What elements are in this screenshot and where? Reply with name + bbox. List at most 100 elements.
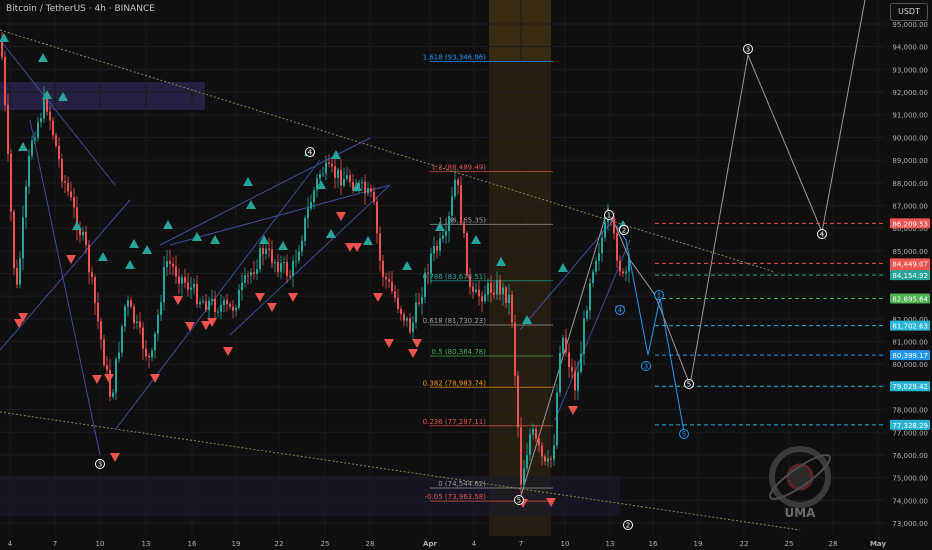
- candle-body: [559, 353, 561, 393]
- buy-signal-marker: [402, 261, 412, 270]
- candle-body: [448, 215, 450, 232]
- candle-body: [19, 258, 21, 285]
- candle-body: [601, 237, 603, 254]
- candle-body: [256, 269, 258, 274]
- candle-body: [94, 277, 96, 303]
- wave-label: 3: [746, 46, 750, 54]
- candle-body: [454, 179, 456, 197]
- candle-body: [208, 300, 210, 310]
- price-tag-label: 82,895.64: [892, 296, 928, 304]
- sell-signal-marker: [201, 321, 211, 330]
- candle-body: [511, 294, 513, 323]
- candle-body: [361, 182, 363, 184]
- watermark-layer: UMA: [769, 446, 831, 520]
- wave-label: 5: [517, 497, 521, 505]
- logo-core: [786, 463, 814, 491]
- candle-body: [163, 267, 165, 303]
- candle-body: [337, 169, 339, 178]
- candle-body: [340, 169, 342, 186]
- wave-label-circle: [679, 429, 689, 439]
- candle-body: [37, 122, 39, 139]
- price-tick-label: 75,000.00: [892, 475, 928, 483]
- candle-body: [589, 283, 591, 311]
- candle-body: [616, 233, 618, 261]
- candle-body: [277, 262, 279, 272]
- candle-body: [550, 458, 552, 460]
- buy-signal-marker: [278, 241, 288, 250]
- candle-body: [205, 301, 207, 310]
- wave-label-circle: [817, 229, 827, 239]
- candle-body: [574, 371, 576, 391]
- zones-layer: [0, 0, 620, 540]
- candle-body: [592, 271, 594, 284]
- buy-signal-marker: [129, 239, 139, 248]
- supply-zone: [0, 82, 205, 110]
- buy-signal-marker: [352, 182, 362, 191]
- candle-body: [172, 263, 174, 267]
- symbol-title: Bitcoin / TetherUS · 4h · BINANCE: [6, 4, 155, 14]
- candle-body: [85, 231, 87, 245]
- candle-body: [142, 327, 144, 349]
- price-tick-label: 94,000.00: [892, 44, 928, 52]
- candle-body: [7, 104, 9, 154]
- fib-label: 1 (86,165.35): [438, 216, 486, 224]
- candle-body: [70, 191, 72, 198]
- time-tick-label: 13: [606, 540, 615, 548]
- wave-label-circle: [615, 305, 625, 315]
- candle-body: [424, 272, 426, 298]
- candle-body: [562, 337, 564, 354]
- buy-signal-marker: [316, 180, 326, 189]
- candle-body: [307, 208, 309, 218]
- price-tick-label: 95,000.00: [892, 21, 928, 29]
- fib-label: 1.2 (88,489.49): [432, 164, 487, 172]
- candle-body: [181, 277, 183, 284]
- candle-body: [466, 232, 468, 276]
- buy-signal-marker: [0, 33, 9, 42]
- wave-labels-layer: 3 4 5 1 2 3 4 5 2 1 3 5 4: [95, 44, 827, 530]
- candle-body: [115, 359, 117, 393]
- candle-body: [64, 181, 66, 183]
- candle-body: [469, 275, 471, 287]
- candle-body: [265, 248, 267, 255]
- sell-signal-marker: [336, 212, 346, 221]
- price-tick-label: 82,000.00: [892, 316, 928, 324]
- candle-body: [13, 211, 15, 269]
- candle-body: [346, 175, 348, 179]
- currency-button[interactable]: USDT: [890, 3, 928, 21]
- candle-body: [526, 455, 528, 469]
- candle-body: [298, 251, 300, 261]
- candle-body: [391, 281, 393, 292]
- candle-body: [31, 140, 33, 156]
- price-tag-label: 86,209.53: [892, 220, 928, 228]
- fib-label: -0.05 (73,963.58): [425, 493, 487, 501]
- candle-body: [241, 282, 243, 291]
- sell-signal-marker: [546, 498, 556, 507]
- price-axis[interactable]: 73,000.00 74,000.00 75,000.00 76,000.00 77,0…: [887, 0, 932, 550]
- candle-body: [628, 257, 630, 272]
- wave-label: 4: [820, 231, 825, 239]
- sell-signal-marker: [92, 375, 102, 384]
- candle-body: [394, 291, 396, 298]
- time-tick-label: 4: [8, 540, 13, 548]
- candle-body: [472, 286, 474, 292]
- candle-body: [331, 163, 333, 167]
- buy-signal-marker: [72, 221, 82, 230]
- candle-body: [535, 429, 537, 439]
- candle-body: [283, 261, 285, 264]
- wave-label-circle: [305, 147, 315, 157]
- buy-signal-marker: [125, 260, 135, 269]
- candle-body: [139, 321, 141, 328]
- candle-body: [316, 178, 318, 191]
- candle-body: [451, 196, 453, 216]
- candle-body: [40, 118, 42, 123]
- time-axis[interactable]: 4 7 10 13 16 19 22 25 28 Apr 4 7 10 13 16 19 22 25 28 May: [0, 536, 887, 550]
- candle-body: [238, 290, 240, 308]
- wave-label-circle: [514, 495, 524, 505]
- price-tag-label: 80,399.17: [892, 352, 928, 360]
- candle-body: [604, 222, 606, 238]
- candle-body: [130, 300, 132, 307]
- candle-body: [46, 97, 48, 112]
- candle-body: [190, 287, 192, 290]
- candle-body: [127, 300, 129, 307]
